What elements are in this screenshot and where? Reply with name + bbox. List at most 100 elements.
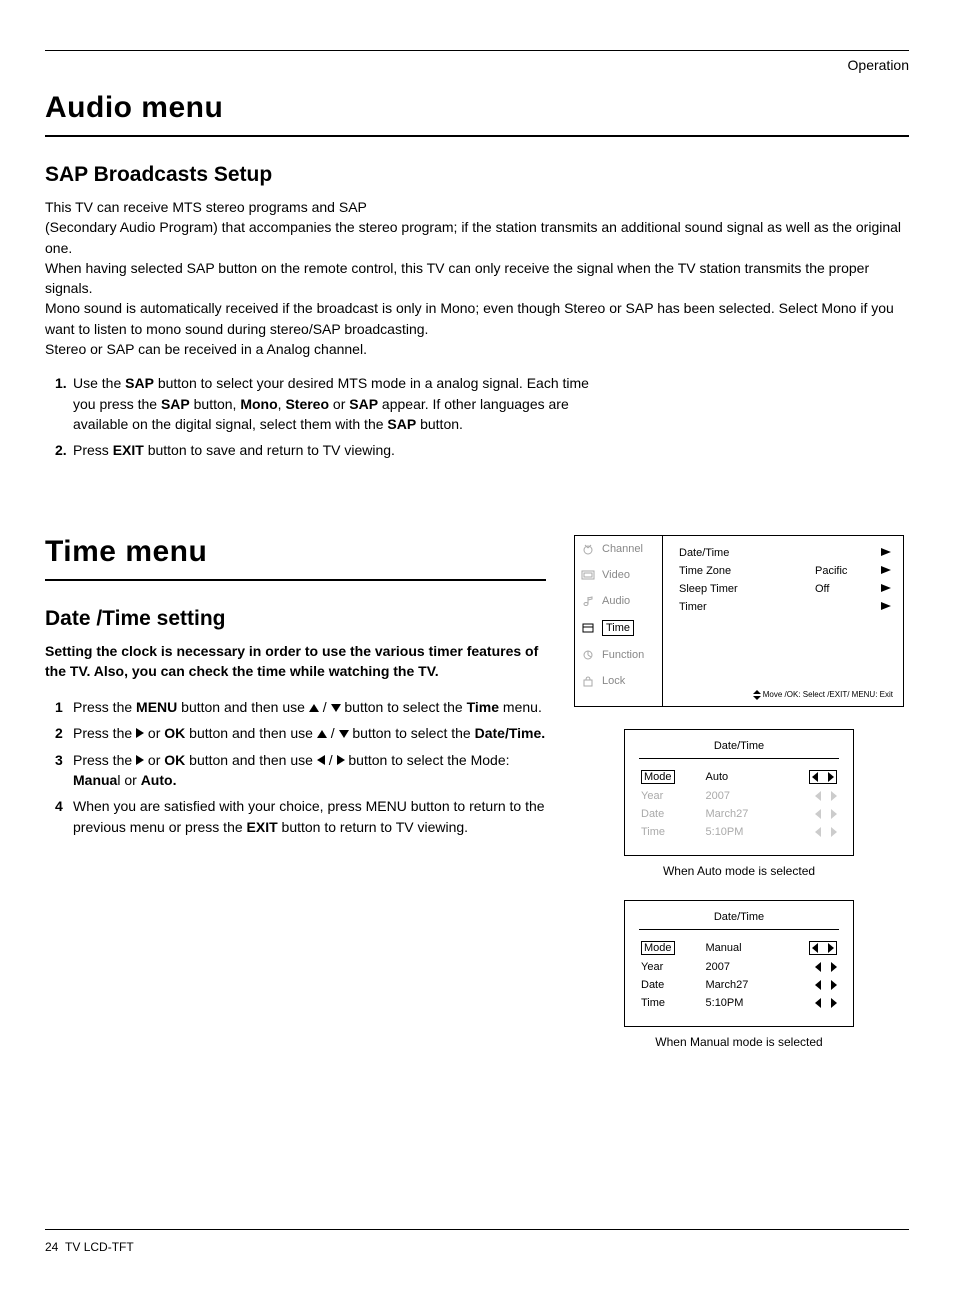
sub-rule <box>639 758 839 759</box>
sidebar-item-label: Time <box>606 622 630 634</box>
menu-row-datetime[interactable]: Date/Time <box>679 544 891 562</box>
step-text: When you are satisfied with your choice,… <box>73 796 546 837</box>
step-text: Press EXIT button to save and return to … <box>73 440 615 460</box>
sidebar-item-label: Channel <box>602 543 643 555</box>
sidebar-item-label: Audio <box>602 595 630 607</box>
sub-value: March27 <box>704 976 784 994</box>
updown-icon <box>753 690 761 700</box>
sub-row-time[interactable]: Time 5:10PM <box>639 994 839 1012</box>
channel-icon <box>580 542 596 556</box>
leftright-icon <box>784 823 839 841</box>
sub-value: 2007 <box>704 958 784 976</box>
t: Stereo <box>285 396 329 412</box>
sidebar-item-channel[interactable]: Channel <box>575 536 662 562</box>
sub-value: Auto <box>704 767 784 787</box>
time-step-1: 1 Press the MENU button and then use / b… <box>55 697 546 717</box>
t: menu. <box>499 699 542 715</box>
sidebar-item-time[interactable]: Time <box>575 614 662 642</box>
sub-row-mode[interactable]: Mode Auto <box>639 767 839 787</box>
sub-label: Time <box>639 823 704 841</box>
audio-icon <box>580 594 596 608</box>
datetime-subtitle: Date /Time setting <box>45 607 546 631</box>
t: Manua <box>73 772 117 788</box>
sidebar-item-label: Video <box>602 569 630 581</box>
t: Time <box>467 699 499 715</box>
sub-value: 5:10PM <box>704 994 784 1012</box>
step-number: 1. <box>55 373 73 434</box>
sub-label: Mode <box>641 941 675 955</box>
time-title-rule <box>45 579 546 581</box>
t: EXIT <box>247 819 278 835</box>
t: button and then use <box>177 699 309 715</box>
t: Press the <box>73 725 136 741</box>
time-step-3: 3 Press the or OK button and then use / … <box>55 750 546 791</box>
left-arrow-icon <box>317 755 325 765</box>
t: Mono <box>240 396 277 412</box>
time-step-2: 2 Press the or OK button and then use / … <box>55 723 546 743</box>
footer-rule <box>45 1229 909 1230</box>
t: Press the <box>73 752 136 768</box>
down-arrow-icon <box>331 704 341 712</box>
right-arrow-icon <box>136 755 144 765</box>
sub-title: Date/Time <box>639 911 839 923</box>
menu-row-timezone[interactable]: Time Zone Pacific <box>679 562 891 580</box>
t: button. <box>416 416 463 432</box>
step-number: 2. <box>55 440 73 460</box>
audio-menu-title: Audio menu <box>45 91 909 125</box>
leftright-icon <box>784 787 839 805</box>
t: SAP <box>125 375 154 391</box>
sidebar-item-lock[interactable]: Lock <box>575 668 662 694</box>
sub-value: Manual <box>704 938 784 958</box>
leftright-icon <box>784 805 839 823</box>
t: button to save and return to TV viewing. <box>144 442 395 458</box>
t: MENU <box>136 699 177 715</box>
menu-row-sleeptimer[interactable]: Sleep Timer Off <box>679 580 891 598</box>
t: OK <box>164 725 185 741</box>
menu-row-timer[interactable]: Timer <box>679 598 891 616</box>
audio-p5: Stereo or SAP can be received in a Analo… <box>45 339 909 359</box>
osd-sidebar: Channel Video Audio Time Function <box>575 536 663 706</box>
sub-row-year[interactable]: Year 2007 <box>639 958 839 976</box>
t: Use the <box>73 375 125 391</box>
page-footer: 24 TV LCD-TFT <box>45 1229 909 1254</box>
t: button and then use <box>185 725 317 741</box>
sub-row-mode[interactable]: Mode Manual <box>639 938 839 958</box>
step-number: 2 <box>55 723 73 743</box>
osd-content: Date/Time Time Zone Pacific Sleep Timer … <box>663 536 903 706</box>
osd-hint: Move /OK: Select /EXIT/ MENU: Exit <box>753 690 893 700</box>
sub-row-date[interactable]: Date March27 <box>639 976 839 994</box>
sub-title: Date/Time <box>639 740 839 752</box>
row-label: Sleep Timer <box>679 583 815 595</box>
sub-value: 5:10PM <box>704 823 784 841</box>
row-value: Off <box>815 583 875 595</box>
step-number: 4 <box>55 796 73 837</box>
sub-label: Time <box>639 994 704 1012</box>
t: Press <box>73 442 113 458</box>
audio-body: This TV can receive MTS stereo programs … <box>45 197 909 359</box>
t: button to return to TV viewing. <box>278 819 468 835</box>
chevron-right-icon <box>875 583 891 595</box>
sub-value: 2007 <box>704 787 784 805</box>
leftright-icon <box>784 994 839 1012</box>
sub-table: Mode Auto Year 2007 Date March27 Time 5:… <box>639 767 839 841</box>
sub-value: March27 <box>704 805 784 823</box>
datetime-intro: Setting the clock is necessary in order … <box>45 641 546 682</box>
sidebar-item-video[interactable]: Video <box>575 562 662 588</box>
step-text: Press the MENU button and then use / but… <box>73 697 546 717</box>
sub-label: Year <box>639 958 704 976</box>
sub-label: Date <box>639 805 704 823</box>
row-value: Pacific <box>815 565 875 577</box>
step-text: Use the SAP button to select your desire… <box>73 373 615 434</box>
leftright-icon <box>784 976 839 994</box>
step-number: 3 <box>55 750 73 791</box>
sub-table: Mode Manual Year 2007 Date March27 Time … <box>639 938 839 1012</box>
chevron-right-icon <box>875 547 891 559</box>
t: EXIT <box>113 442 144 458</box>
sidebar-item-function[interactable]: Function <box>575 642 662 668</box>
t: or <box>144 725 164 741</box>
sub-label: Date <box>639 976 704 994</box>
sidebar-item-audio[interactable]: Audio <box>575 588 662 614</box>
t: button to select the <box>349 725 475 741</box>
sub-row-time: Time 5:10PM <box>639 823 839 841</box>
step-text: Press the or OK button and then use / bu… <box>73 723 546 743</box>
